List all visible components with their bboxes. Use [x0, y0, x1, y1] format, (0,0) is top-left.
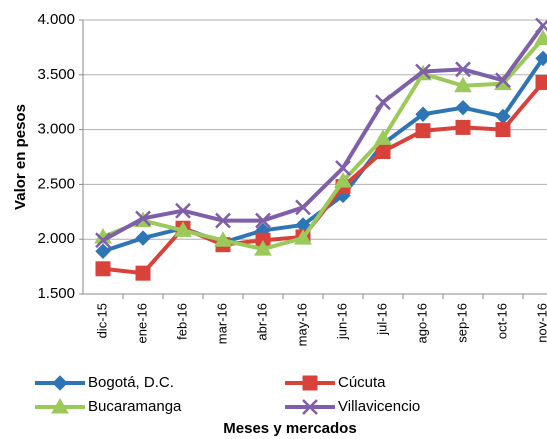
y-tick-label: 4.000 — [37, 11, 75, 28]
x-tick-label: oct-16 — [494, 303, 509, 339]
marker — [95, 243, 111, 259]
legend-label: Villavicencio — [338, 398, 420, 415]
marker — [374, 129, 392, 145]
y-tick-label: 1.500 — [37, 285, 75, 302]
marker — [215, 212, 231, 229]
legend-marker — [51, 397, 69, 414]
x-tick-label: jun-16 — [334, 303, 349, 340]
y-tick-label: 3.000 — [37, 121, 75, 138]
marker — [255, 212, 271, 229]
x-tick-label: ago-16 — [414, 303, 429, 343]
marker — [535, 17, 547, 34]
y-tick-label: 2.500 — [37, 175, 75, 192]
marker — [454, 76, 472, 93]
marker — [214, 231, 232, 247]
marker — [254, 240, 272, 256]
legend-marker — [302, 375, 318, 391]
y-tick-label: 3.500 — [37, 66, 75, 83]
marker — [175, 202, 191, 219]
marker — [455, 61, 471, 78]
marker — [534, 29, 547, 46]
marker — [415, 123, 431, 139]
marker — [535, 74, 547, 90]
series-line — [102, 57, 545, 254]
marker — [135, 230, 151, 246]
marker — [335, 160, 351, 176]
marker — [455, 99, 471, 116]
marker — [294, 229, 312, 245]
marker — [535, 50, 547, 67]
x-tick-label: sep-16 — [454, 303, 469, 343]
x-tick-label: dic-15 — [94, 303, 109, 338]
x-tick-label: mar-16 — [214, 303, 229, 344]
marker — [295, 199, 311, 216]
marker — [174, 221, 192, 237]
marker — [455, 119, 471, 135]
series-line — [102, 24, 545, 243]
x-tick-label: feb-16 — [174, 303, 189, 340]
marker — [135, 210, 151, 227]
series-line — [102, 37, 545, 252]
marker — [95, 261, 111, 277]
legend-label: Bogotá, D.C. — [88, 374, 174, 391]
marker — [375, 144, 391, 160]
x-tick-label: may-16 — [294, 303, 309, 346]
marker — [95, 232, 111, 249]
marker — [334, 172, 352, 188]
legend-marker — [52, 375, 68, 391]
x-tick-label: ene-16 — [134, 303, 149, 343]
marker — [415, 106, 431, 122]
marker — [495, 122, 511, 138]
x-tick-label: nov-16 — [534, 303, 547, 343]
x-axis-label: Meses y mercados — [223, 420, 356, 437]
marker — [135, 265, 151, 281]
marker — [415, 63, 431, 80]
marker — [375, 94, 391, 111]
y-tick-label: 2.000 — [37, 230, 75, 247]
legend-marker — [302, 399, 318, 415]
x-tick-label: jul-16 — [374, 303, 389, 336]
marker — [495, 72, 511, 89]
legend-label: Bucaramanga — [88, 398, 182, 415]
y-axis-label: Valor en pesos — [12, 104, 29, 210]
legend-label: Cúcuta — [338, 374, 386, 391]
x-tick-label: abr-16 — [254, 303, 269, 341]
